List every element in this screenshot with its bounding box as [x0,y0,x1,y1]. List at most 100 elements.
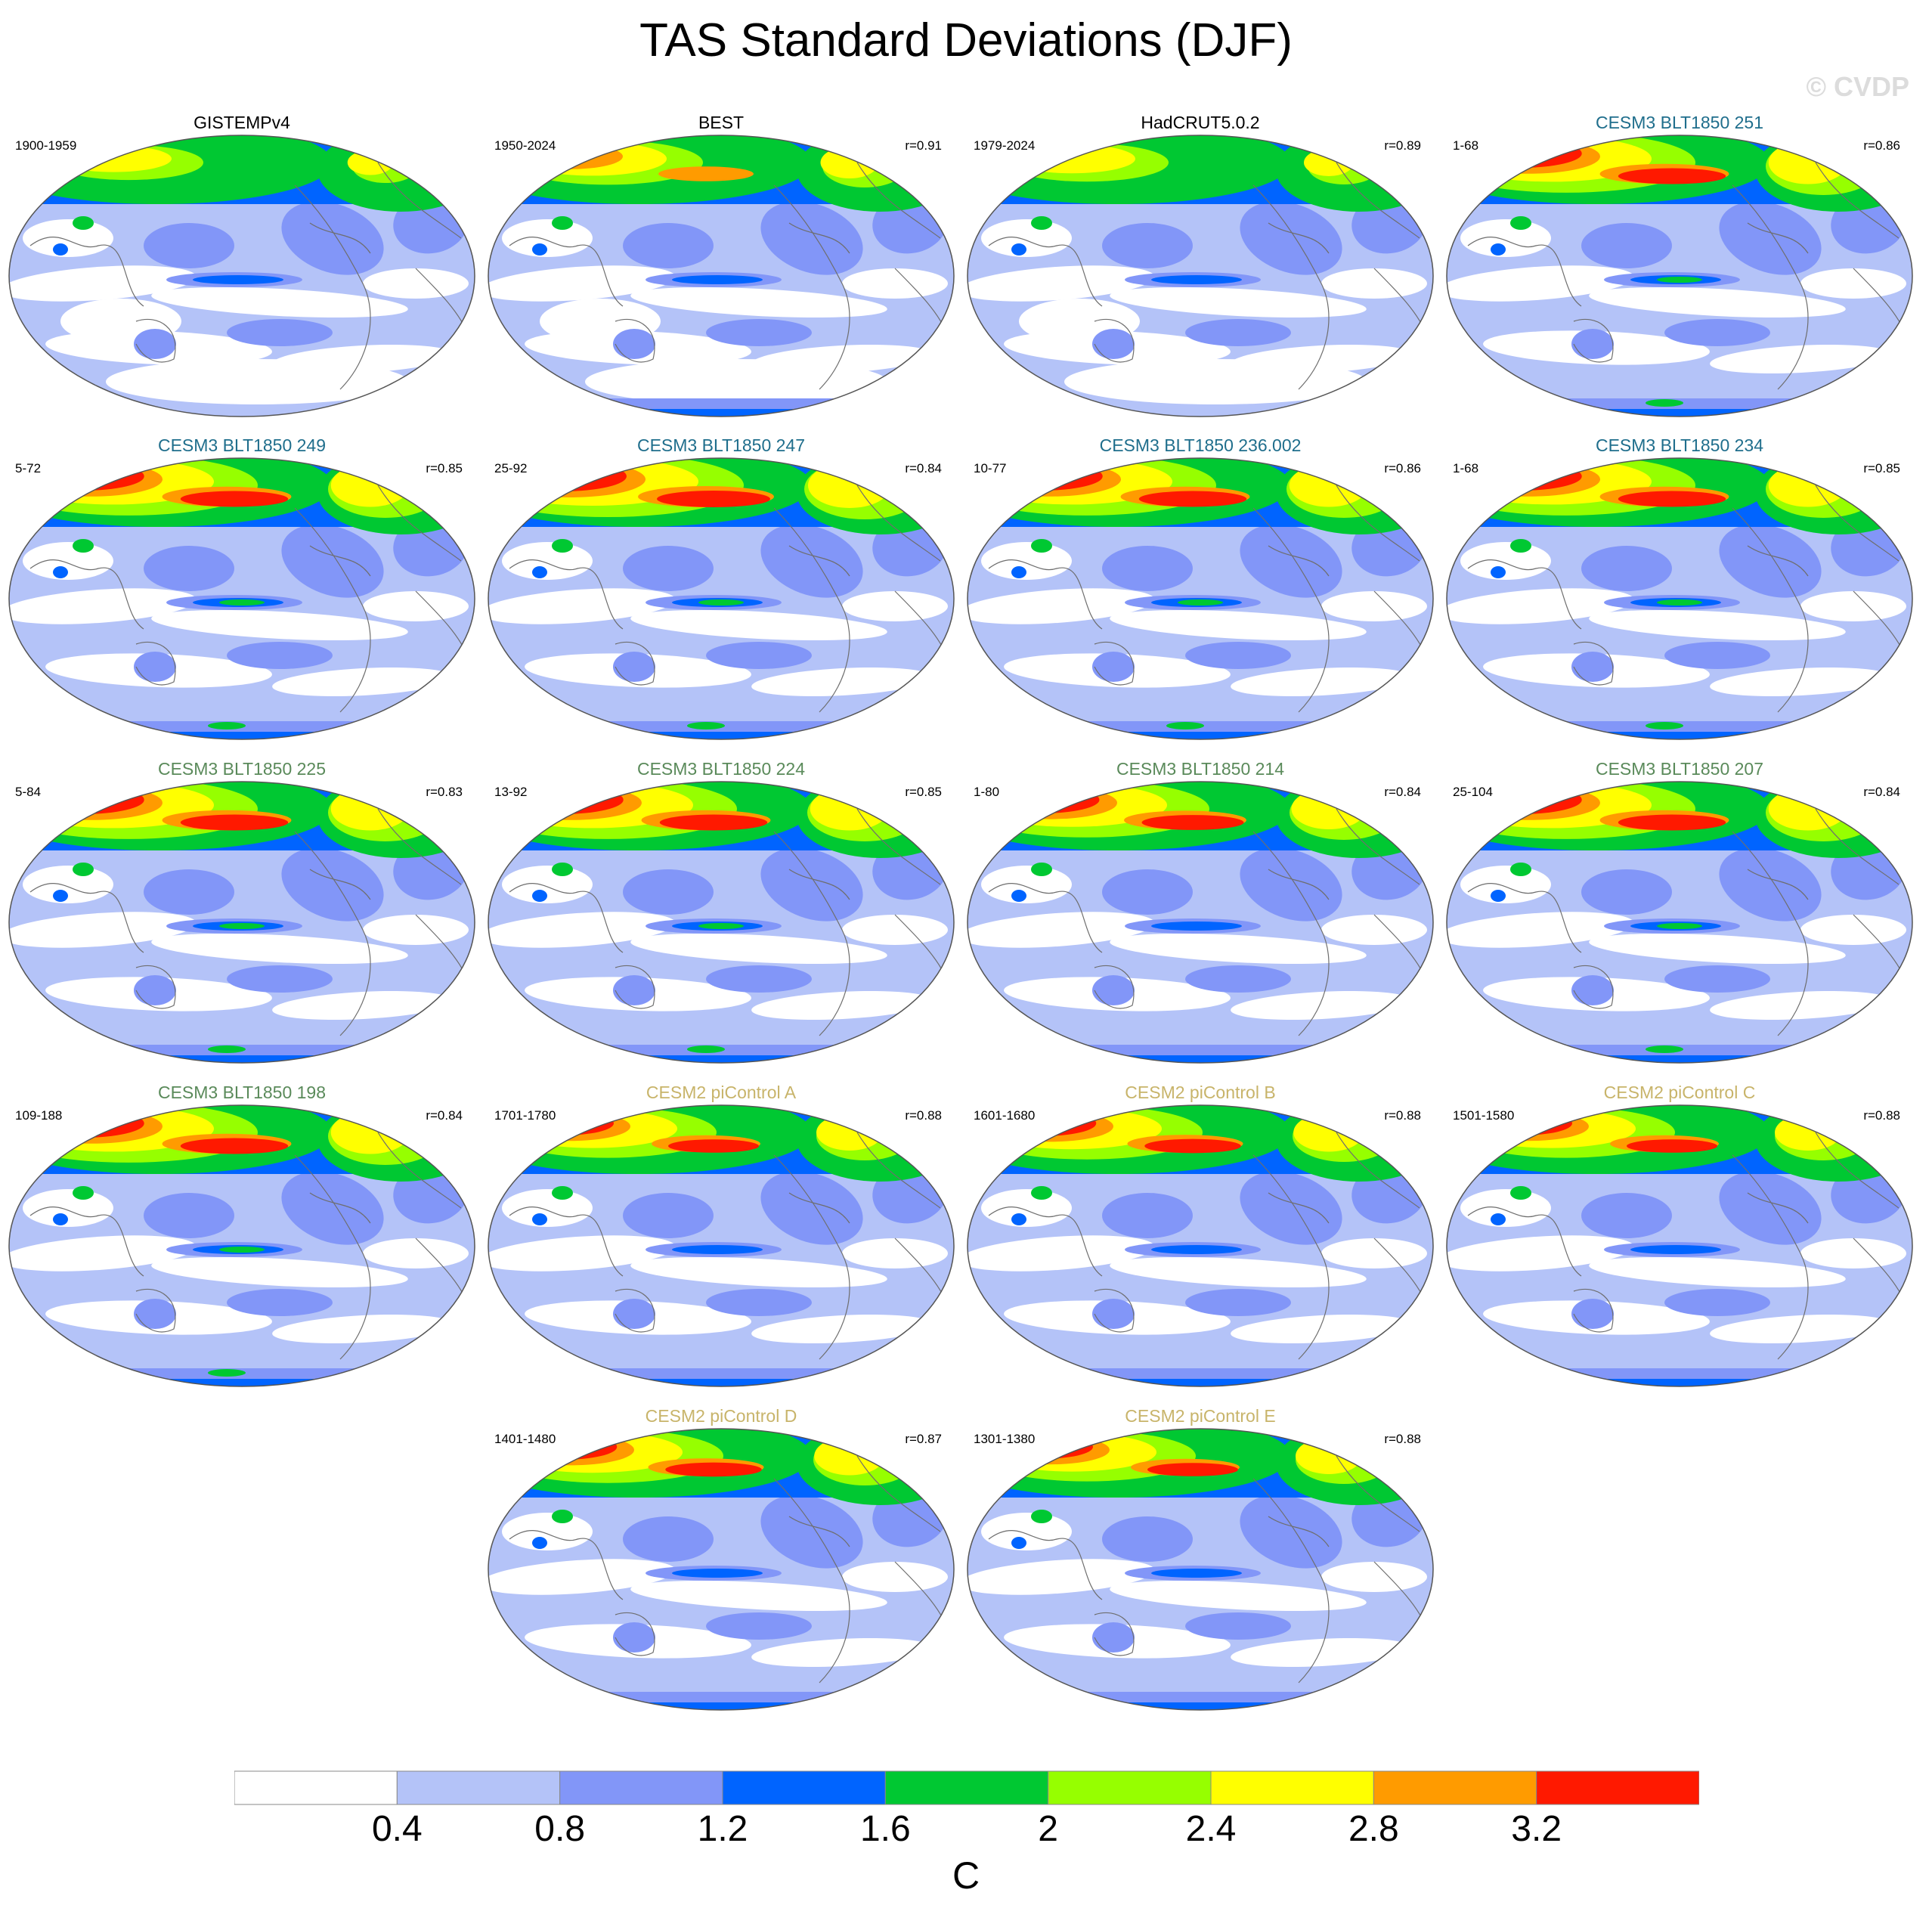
colorbar-tick-label: 0.4 [371,1809,423,1849]
panel-correlation: r=0.88 [1384,1432,1421,1446]
panel-title: CESM3 BLT1850 247 [636,435,806,455]
std-dev-map [1446,135,1913,417]
panel-title: CESM3 BLT1850 251 [1595,113,1764,132]
panel-title: CESM3 BLT1850 236.002 [1099,435,1302,455]
panel-title: CESM3 BLT1850 207 [1595,759,1764,779]
panel-period: 5-72 [15,461,42,475]
std-dev-map [967,781,1434,1064]
std-dev-map [8,135,475,417]
panel-title: CESM3 BLT1850 234 [1595,435,1764,455]
std-dev-map [1446,781,1913,1064]
panel-title: CESM2 piControl A [646,1083,797,1102]
panel-title: CESM3 BLT1850 198 [157,1083,327,1102]
colorbar-segment [1373,1770,1537,1805]
map-panel: CESM2 piControl B 1601-1680 r=0.88 [960,1080,1441,1397]
map-panel: CESM3 BLT1850 247 25-92 r=0.84 [481,432,961,750]
std-dev-map [8,781,475,1064]
colorbar-segment [559,1770,723,1805]
panel-title: HadCRUT5.0.2 [1141,113,1260,132]
colorbar-tick-label: 1.6 [859,1809,911,1849]
colorbar-tick-label: 2 [1038,1809,1059,1849]
std-dev-map [488,1428,955,1711]
panel-correlation: r=0.91 [905,138,942,153]
std-dev-map [967,1104,1434,1387]
panel-period: 10-77 [974,461,1007,475]
map-panel: BEST 1950-2024 r=0.91 [481,110,961,427]
panel-title: GISTEMPv4 [194,113,290,132]
colorbar-segment [396,1770,561,1805]
panel-correlation: r=0.84 [1384,785,1421,799]
colorbar-segment [234,1770,398,1805]
panel-period: 1-68 [1453,461,1479,475]
panel-correlation: r=0.84 [905,461,942,475]
std-dev-map [967,457,1434,740]
map-panel: CESM2 piControl D 1401-1480 r=0.87 [481,1403,961,1721]
panel-period: 1701-1780 [494,1108,556,1123]
watermark: © CVDP [1806,71,1909,102]
panel-correlation: r=0.86 [1384,461,1421,475]
panel-period: 25-104 [1453,785,1493,799]
panel-period: 1-80 [974,785,1000,799]
map-panel: GISTEMPv4 1900-1959 [2,110,482,427]
panel-title: BEST [698,113,745,132]
panel-correlation: r=0.89 [1384,138,1421,153]
panel-period: 1950-2024 [494,138,556,153]
colorbar-tick-label: 1.2 [697,1809,748,1849]
map-panel: CESM2 piControl A 1701-1780 r=0.88 [481,1080,961,1397]
map-panel: CESM3 BLT1850 214 1-80 r=0.84 [960,756,1441,1073]
colorbar-tick-label: 0.8 [534,1809,586,1849]
panel-correlation: r=0.84 [426,1108,463,1123]
panel-period: 25-92 [494,461,528,475]
std-dev-map [8,457,475,740]
std-dev-map [967,135,1434,417]
panel-correlation: r=0.85 [1863,461,1900,475]
colorbar-segment [884,1770,1049,1805]
panel-period: 1900-1959 [15,138,77,153]
colorbar-segment [1048,1770,1212,1805]
colorbar-segment [722,1770,886,1805]
panel-title: CESM2 piControl D [645,1406,797,1426]
colorbar-ticks: 0.4 0.8 1.2 1.6 2 2.4 2.8 3.2 [0,1808,1932,1854]
panel-correlation: r=0.83 [426,785,463,799]
map-panel: HadCRUT5.0.2 1979-2024 r=0.89 [960,110,1441,427]
colorbar-unit: C [952,1854,980,1897]
colorbar-tick-label: 2.8 [1348,1809,1399,1849]
panel-correlation: r=0.85 [905,785,942,799]
panel-period: 13-92 [494,785,528,799]
map-panel: CESM3 BLT1850 234 1-68 r=0.85 [1439,432,1920,750]
panel-period: 1401-1480 [494,1432,556,1446]
page-title: TAS Standard Deviations (DJF) [639,14,1293,67]
panel-period: 109-188 [15,1108,63,1123]
panel-title: CESM3 BLT1850 224 [636,759,806,779]
std-dev-map [1446,1104,1913,1387]
panel-correlation: r=0.88 [905,1108,942,1123]
panel-period: 1501-1580 [1453,1108,1515,1123]
panel-period: 5-84 [15,785,42,799]
map-panel: CESM3 BLT1850 249 5-72 r=0.85 [2,432,482,750]
colorbar-segment [1536,1770,1699,1805]
panel-title: CESM3 BLT1850 225 [157,759,327,779]
panel-correlation: r=0.86 [1863,138,1900,153]
panel-period: 1-68 [1453,138,1479,153]
map-panel: CESM3 BLT1850 225 5-84 r=0.83 [2,756,482,1073]
map-panel: CESM3 BLT1850 224 13-92 r=0.85 [481,756,961,1073]
panel-correlation: r=0.88 [1384,1108,1421,1123]
panel-correlation: r=0.84 [1863,785,1900,799]
std-dev-map [967,1428,1434,1711]
std-dev-map [488,135,955,417]
panel-title: CESM2 piControl B [1125,1083,1276,1102]
map-panel: CESM3 BLT1850 198 109-188 r=0.84 [2,1080,482,1397]
panel-period: 1601-1680 [974,1108,1036,1123]
panel-correlation: r=0.87 [905,1432,942,1446]
colorbar-tick-label: 3.2 [1511,1809,1562,1849]
panel-correlation: r=0.85 [426,461,463,475]
std-dev-map [488,781,955,1064]
colorbar [234,1770,1699,1805]
std-dev-map [8,1104,475,1387]
map-panel: CESM3 BLT1850 207 25-104 r=0.84 [1439,756,1920,1073]
std-dev-map [488,457,955,740]
panel-title: CESM3 BLT1850 214 [1116,759,1285,779]
colorbar-segment [1210,1770,1374,1805]
panel-period: 1301-1380 [974,1432,1036,1446]
panel-title: CESM3 BLT1850 249 [157,435,327,455]
